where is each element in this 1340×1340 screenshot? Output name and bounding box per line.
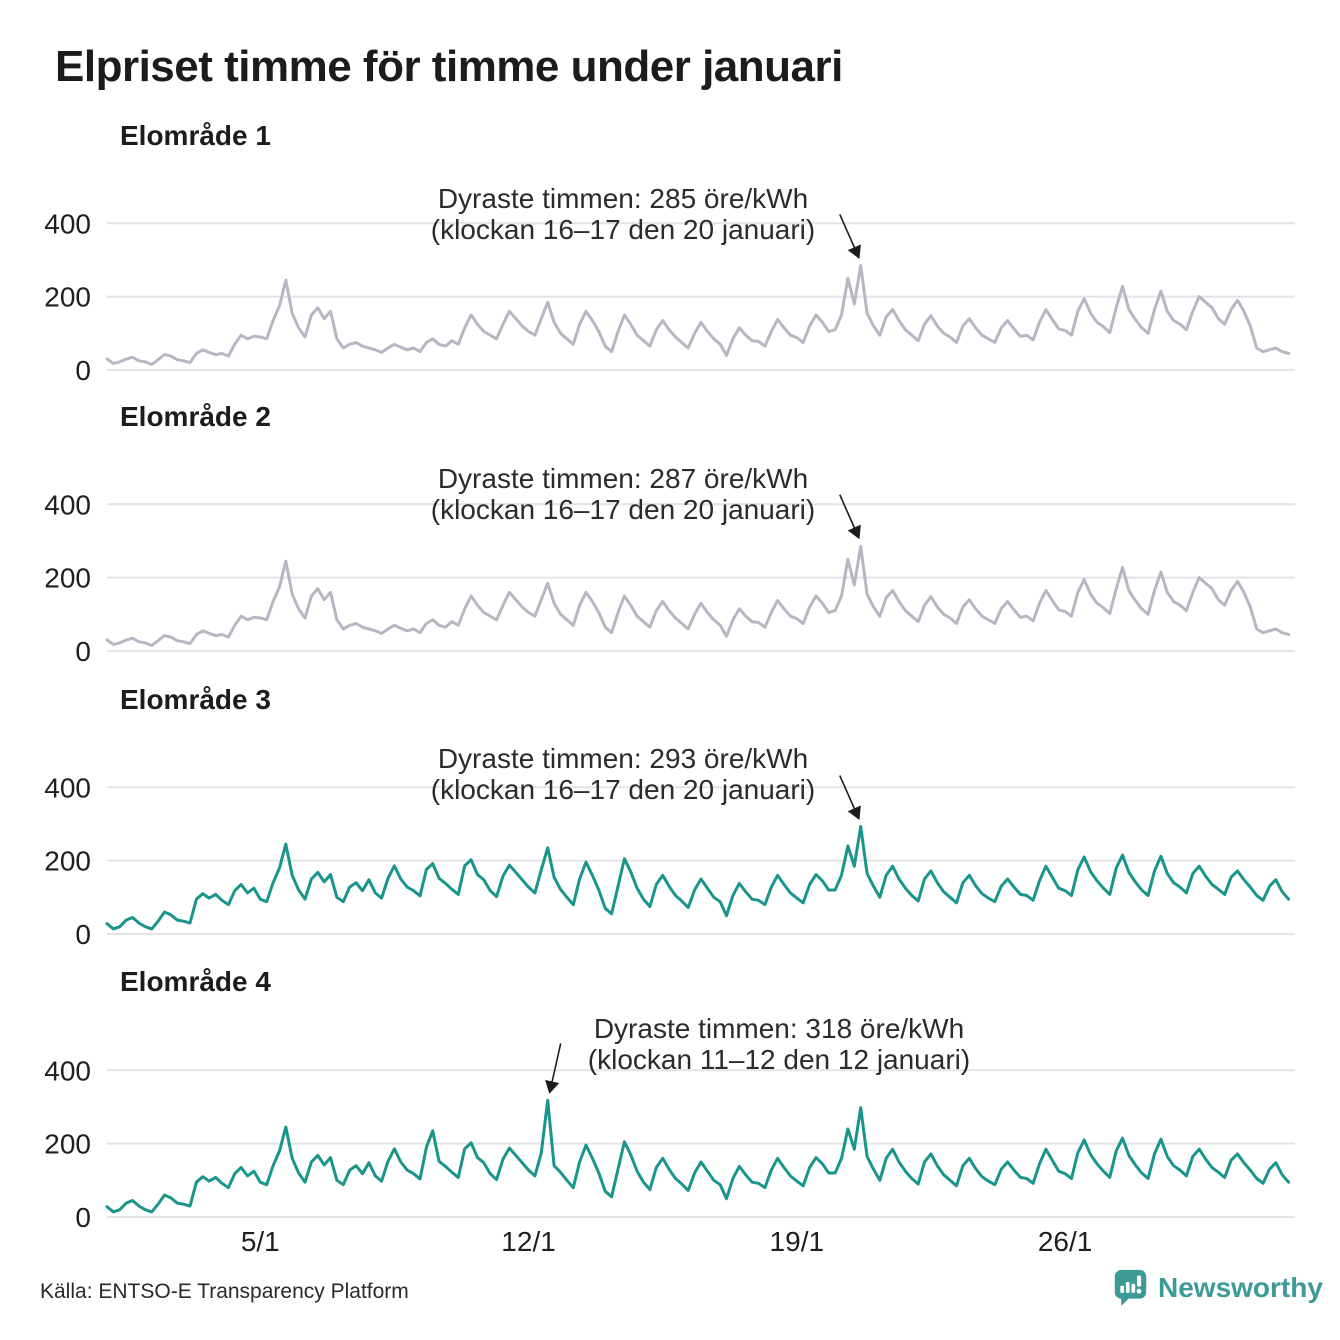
y-tick-label: 0	[75, 919, 91, 950]
x-tick-label: 26/1	[1038, 1226, 1093, 1257]
y-tick-label: 400	[44, 208, 91, 239]
y-tick-label: 200	[44, 846, 91, 877]
y-tick-label: 400	[44, 772, 91, 803]
peak-annotation-line1: Dyraste timmen: 318 öre/kWh	[593, 1013, 965, 1044]
panel-plot: 0 200 400 5/1 12/1 19/1 26/1	[44, 1043, 1295, 1257]
panel-plot: 0 200 400	[44, 772, 1295, 950]
price-line	[105, 264, 1291, 366]
y-tick-label: 200	[44, 282, 91, 313]
annotation-arrow	[839, 214, 861, 259]
peak-annotation: Dyraste timmen: 287 öre/kWh (klockan 16–1…	[343, 463, 903, 525]
peak-annotation: Dyraste timmen: 293 öre/kWh (klockan 16–1…	[343, 743, 903, 805]
x-tick-label: 12/1	[501, 1226, 556, 1257]
peak-annotation-line2: (klockan 16–17 den 20 januari)	[430, 774, 816, 805]
source-note: Källa: ENTSO-E Transparency Platform	[40, 1280, 409, 1303]
page-title: Elpriset timme för timme under januari	[55, 42, 843, 91]
panel-title: Elområde 4	[120, 966, 271, 997]
price-line	[105, 545, 1291, 647]
panel-plot: 0 200 400	[44, 489, 1295, 667]
annotation-arrow	[545, 1043, 562, 1094]
peak-annotation: Dyraste timmen: 285 öre/kWh (klockan 16–1…	[343, 183, 903, 245]
brand-name: Newsworthy	[1158, 1271, 1323, 1303]
y-tick-label: 0	[75, 636, 91, 667]
y-tick-label: 400	[44, 489, 91, 520]
y-tick-label: 0	[75, 1202, 91, 1233]
annotation-arrow	[839, 494, 861, 540]
peak-annotation-line2: (klockan 16–17 den 20 januari)	[430, 494, 816, 525]
panel-title: Elområde 1	[120, 120, 271, 151]
peak-annotation-line1: Dyraste timmen: 287 öre/kWh	[437, 463, 809, 494]
peak-annotation-line2: (klockan 11–12 den 12 januari)	[587, 1044, 971, 1075]
speech-bubble-bar-chart-icon	[1114, 1269, 1147, 1306]
price-line	[105, 825, 1291, 931]
y-tick-label: 400	[44, 1055, 91, 1086]
peak-annotation-line1: Dyraste timmen: 285 öre/kWh	[437, 183, 809, 214]
brand-logo: Newsworthy	[1112, 1268, 1323, 1307]
panel-plot: 0 200 400	[44, 208, 1295, 386]
panel-title: Elområde 3	[120, 684, 271, 715]
peak-annotation: Dyraste timmen: 318 öre/kWh (klockan 11–1…	[499, 1013, 1059, 1075]
peak-annotation-line2: (klockan 16–17 den 20 januari)	[430, 214, 816, 245]
price-line	[105, 1098, 1291, 1214]
y-tick-label: 0	[75, 355, 91, 386]
peak-annotation-line1: Dyraste timmen: 293 öre/kWh	[437, 743, 809, 774]
annotation-arrow	[839, 775, 861, 821]
y-tick-label: 200	[44, 563, 91, 594]
x-tick-label: 19/1	[770, 1226, 825, 1257]
x-tick-label: 5/1	[241, 1226, 280, 1257]
y-tick-label: 200	[44, 1129, 91, 1160]
panel-title: Elområde 2	[120, 401, 271, 432]
